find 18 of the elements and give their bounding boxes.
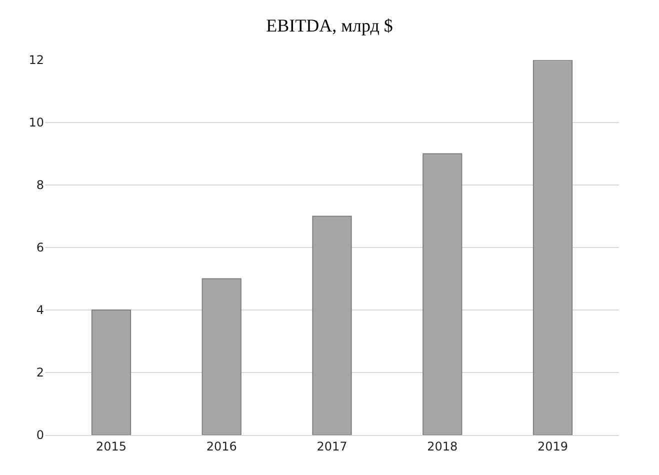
bar [422, 153, 462, 435]
x-tick-label: 2019 [537, 439, 568, 454]
y-tick-label: 10 [28, 116, 44, 130]
y-tick-label: 6 [36, 240, 44, 255]
bar [312, 216, 352, 435]
bar [202, 278, 242, 435]
x-tick-label: 2017 [316, 439, 348, 454]
y-tick-label: 12 [28, 53, 44, 68]
y-tick-label: 8 [36, 178, 44, 192]
y-tick-label: 0 [36, 428, 44, 442]
x-tick-label: 2016 [206, 439, 237, 454]
x-tick-label: 2015 [96, 439, 127, 454]
chart-title: EBITDA, млрд $ [266, 16, 393, 36]
bar [91, 310, 132, 435]
bar [532, 60, 573, 435]
y-tick-label: 2 [36, 366, 44, 380]
y-tick-label: 4 [36, 303, 44, 318]
x-tick-label: 2018 [427, 439, 458, 454]
